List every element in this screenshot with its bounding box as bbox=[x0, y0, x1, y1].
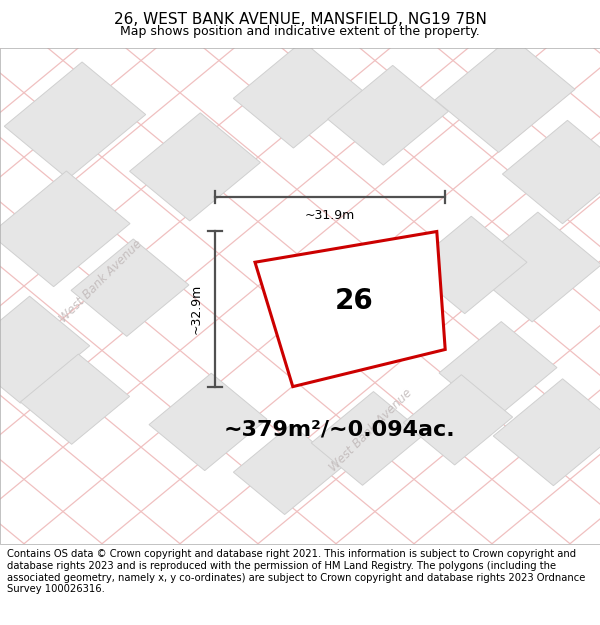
Polygon shape bbox=[328, 66, 448, 165]
Polygon shape bbox=[233, 41, 363, 148]
Polygon shape bbox=[130, 113, 260, 221]
Text: ~379m²/~0.094ac.: ~379m²/~0.094ac. bbox=[223, 420, 455, 440]
Polygon shape bbox=[439, 322, 557, 419]
Text: Contains OS data © Crown copyright and database right 2021. This information is : Contains OS data © Crown copyright and d… bbox=[7, 549, 586, 594]
Polygon shape bbox=[149, 373, 267, 471]
Text: 26, WEST BANK AVENUE, MANSFIELD, NG19 7BN: 26, WEST BANK AVENUE, MANSFIELD, NG19 7B… bbox=[113, 12, 487, 27]
Polygon shape bbox=[20, 354, 130, 444]
Polygon shape bbox=[0, 171, 130, 287]
Text: Map shows position and indicative extent of the property.: Map shows position and indicative extent… bbox=[120, 24, 480, 38]
Polygon shape bbox=[4, 62, 146, 179]
Text: ~31.9m: ~31.9m bbox=[305, 209, 355, 222]
Polygon shape bbox=[311, 391, 425, 485]
Text: West Bank Avenue: West Bank Avenue bbox=[57, 237, 145, 325]
Text: West Bank Avenue: West Bank Avenue bbox=[327, 386, 415, 474]
Polygon shape bbox=[71, 239, 189, 336]
Text: 26: 26 bbox=[335, 287, 373, 315]
Text: ~32.9m: ~32.9m bbox=[190, 284, 203, 334]
Polygon shape bbox=[469, 212, 600, 322]
Polygon shape bbox=[0, 296, 90, 403]
Polygon shape bbox=[493, 379, 600, 486]
Polygon shape bbox=[502, 121, 600, 224]
Polygon shape bbox=[255, 231, 445, 387]
Polygon shape bbox=[403, 375, 512, 465]
Polygon shape bbox=[233, 424, 343, 514]
Polygon shape bbox=[409, 216, 527, 314]
Polygon shape bbox=[435, 37, 575, 152]
